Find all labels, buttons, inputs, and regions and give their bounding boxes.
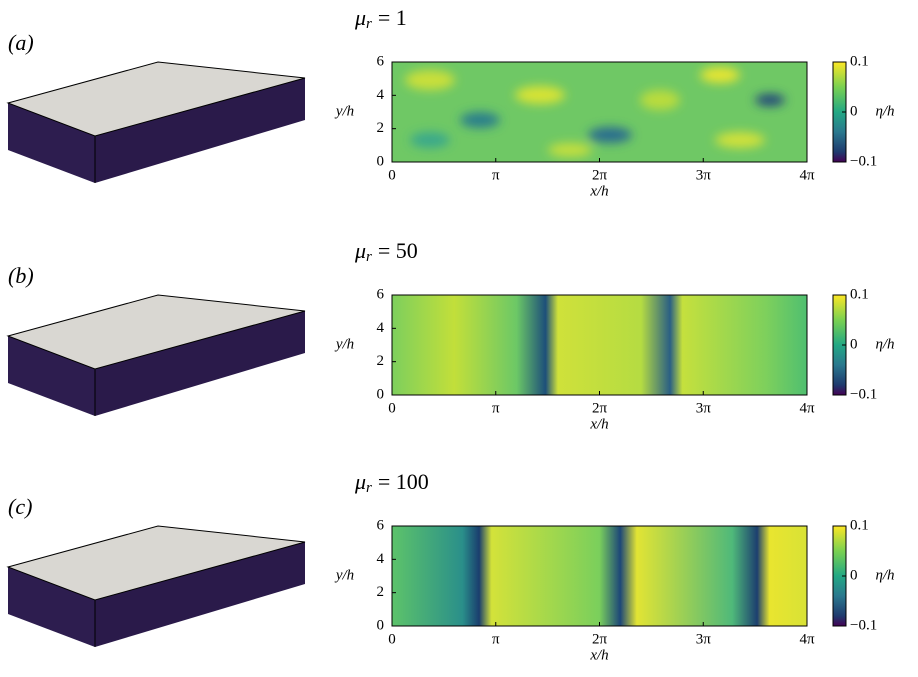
x-tick-label: π — [492, 400, 500, 416]
x-axis-label: x/h — [589, 416, 608, 432]
y-axis-label: y/h — [334, 336, 354, 352]
y-tick-label: 0 — [377, 153, 385, 169]
y-tick-label: 6 — [377, 53, 385, 69]
title-symbol: μ — [354, 469, 366, 494]
y-tick-label: 2 — [377, 353, 385, 369]
x-tick-label: 0 — [388, 400, 396, 416]
x-tick-label: 0 — [388, 631, 396, 647]
x-tick-label: 0 — [388, 167, 396, 183]
title-rest: = 100 — [378, 469, 429, 494]
colorbar-label: η/h — [875, 103, 894, 119]
x-axis-label: x/h — [589, 647, 608, 663]
colorbar-tick-label: −0.1 — [850, 153, 877, 169]
colorbar-label: η/h — [875, 336, 894, 352]
y-tick-label: 0 — [377, 386, 385, 402]
title-symbol: μ — [354, 5, 366, 30]
y-tick-label: 4 — [377, 320, 385, 336]
y-tick-label: 2 — [377, 120, 385, 136]
colorbar-tick-label: 0.1 — [850, 517, 869, 533]
y-axis-label: y/h — [334, 103, 354, 119]
domain-box — [8, 62, 305, 183]
colorbar-tick-label: 0.1 — [850, 53, 869, 69]
y-tick-label: 0 — [377, 617, 385, 633]
x-tick-label: 3π — [696, 400, 712, 416]
field — [392, 295, 807, 395]
x-tick-label: 4π — [799, 167, 815, 183]
title-subscript: r — [366, 249, 372, 265]
panel-label: (a) — [8, 30, 34, 55]
field — [392, 526, 807, 626]
colorbar-tick-label: −0.1 — [850, 617, 877, 633]
x-tick-label: 2π — [592, 400, 608, 416]
colorbar-tick-label: 0 — [850, 567, 858, 583]
colorbar-tick-label: 0 — [850, 336, 858, 352]
figure: (a)μr= 10π2π3π4π0246x/hy/h−0.100.1η/h (b… — [0, 0, 918, 677]
x-tick-label: 2π — [592, 167, 608, 183]
colorbar-label: η/h — [875, 567, 894, 583]
domain-box — [8, 526, 305, 647]
x-tick-label: 4π — [799, 400, 815, 416]
x-tick-label: 4π — [799, 631, 815, 647]
x-tick-label: 3π — [696, 167, 712, 183]
y-tick-label: 4 — [377, 551, 385, 567]
y-axis-label: y/h — [334, 567, 354, 583]
x-axis-label: x/h — [589, 183, 608, 199]
colorbar-tick-label: −0.1 — [850, 386, 877, 402]
title-subscript: r — [366, 16, 372, 32]
panel-label: (b) — [8, 263, 34, 288]
y-tick-label: 6 — [377, 286, 385, 302]
title-subscript: r — [366, 480, 372, 496]
title-rest: = 50 — [378, 238, 418, 263]
panel: (b) μr = 50 0 π 2π 3π 4π 0 2 4 6 x/h y/h −0.1 0 0.1 η/h — [8, 238, 895, 432]
x-tick-label: 3π — [696, 631, 712, 647]
panel: (a) μr = 1 0 π 2π 3π 4π 0 2 4 6 x/h y/h −0.1 0 0.1 η/h — [8, 5, 895, 199]
title-symbol: μ — [354, 238, 366, 263]
y-tick-label: 2 — [377, 584, 385, 600]
colorbar-tick-label: 0 — [850, 103, 858, 119]
panel: (c) μr = 100 0 π 2π 3π 4π 0 2 4 6 x/h y/h −0.1 0 0.1 η/h — [8, 469, 895, 663]
x-tick-label: π — [492, 167, 500, 183]
x-tick-label: 2π — [592, 631, 608, 647]
panel-title: μr = 100 — [354, 469, 429, 496]
panel-title: μr = 1 — [354, 5, 407, 32]
domain-box — [8, 295, 305, 416]
y-tick-label: 4 — [377, 87, 385, 103]
y-tick-label: 6 — [377, 517, 385, 533]
field — [392, 62, 807, 162]
colorbar-tick-label: 0.1 — [850, 286, 869, 302]
panel-label: (c) — [8, 494, 32, 519]
x-tick-label: π — [492, 631, 500, 647]
title-rest: = 1 — [378, 5, 407, 30]
panel-title: μr = 50 — [354, 238, 418, 265]
